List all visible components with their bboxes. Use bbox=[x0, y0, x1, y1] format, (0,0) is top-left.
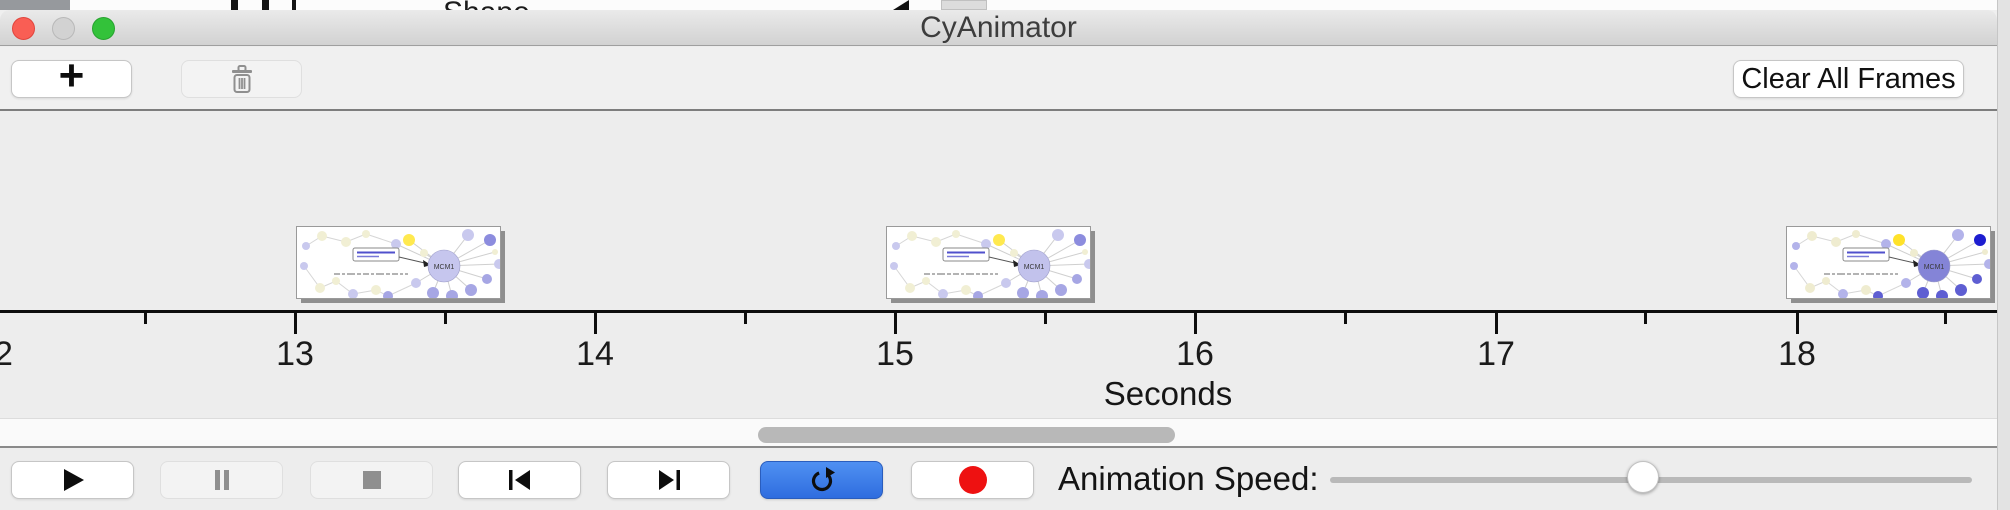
loop-button[interactable] bbox=[760, 461, 883, 499]
delete-frame-button[interactable] bbox=[181, 60, 302, 98]
svg-text:MCM1: MCM1 bbox=[1924, 264, 1945, 271]
record-button[interactable] bbox=[911, 461, 1034, 499]
playback-bar: Animation Speed: bbox=[0, 448, 1997, 510]
svg-text:MCM1: MCM1 bbox=[434, 264, 455, 271]
play-button[interactable] bbox=[11, 461, 134, 499]
clear-all-frames-button[interactable]: Clear All Frames bbox=[1733, 60, 1964, 98]
playback-divider bbox=[0, 446, 1997, 448]
tick-label: 18 bbox=[1778, 335, 1816, 373]
major-tick bbox=[294, 313, 297, 334]
loop-icon bbox=[811, 467, 835, 492]
skip-start-button[interactable] bbox=[458, 461, 581, 499]
tick-label: 14 bbox=[576, 335, 614, 373]
zoom-button[interactable] bbox=[92, 17, 115, 40]
minor-tick bbox=[1344, 313, 1347, 324]
keyframe-thumbnail[interactable]: MCM1 bbox=[1786, 226, 1996, 304]
background-app-strip: Shape bbox=[0, 0, 2010, 10]
major-tick bbox=[1796, 313, 1799, 334]
network-thumbnail-art: MCM1 bbox=[296, 226, 505, 303]
add-frame-button[interactable]: + bbox=[11, 51, 132, 100]
major-tick bbox=[1495, 313, 1498, 334]
minor-tick bbox=[1944, 313, 1947, 324]
cyanimator-window: CyAnimator + Clear All Frames 2 Seconds … bbox=[0, 10, 1997, 510]
minor-tick bbox=[744, 313, 747, 324]
keyframe-thumbnail[interactable]: MCM1 bbox=[296, 226, 506, 304]
keyframe-thumbnail[interactable]: MCM1 bbox=[886, 226, 1096, 304]
skip-start-icon bbox=[508, 470, 530, 490]
record-icon bbox=[958, 466, 987, 494]
background-glyph bbox=[292, 0, 296, 10]
major-tick bbox=[1194, 313, 1197, 334]
timeline-axis bbox=[0, 310, 1997, 313]
toolbar-divider bbox=[0, 109, 1997, 111]
minimize-button[interactable] bbox=[52, 17, 75, 40]
background-glyph bbox=[262, 0, 269, 10]
background-glyph bbox=[231, 0, 238, 10]
animation-speed-label: Animation Speed: bbox=[1058, 460, 1319, 497]
major-tick bbox=[894, 313, 897, 334]
plus-icon: + bbox=[58, 51, 85, 100]
pause-button[interactable] bbox=[160, 461, 283, 499]
svg-text:MCM1: MCM1 bbox=[1024, 264, 1045, 271]
stop-icon bbox=[362, 471, 381, 489]
background-button-fragment bbox=[941, 0, 987, 10]
partial-tick-label: 2 bbox=[0, 335, 13, 373]
animation-speed-slider-thumb[interactable] bbox=[1627, 461, 1659, 493]
skip-end-icon bbox=[658, 470, 680, 490]
tick-label: 13 bbox=[276, 335, 314, 373]
timeline-canvas[interactable]: 2 Seconds 13 14 15 16 17 18 MCM1 MCM1 MCM1 bbox=[0, 111, 1997, 446]
timeline-scrollbar-thumb[interactable] bbox=[758, 427, 1175, 443]
trash-icon bbox=[231, 65, 252, 93]
title-bar[interactable]: CyAnimator bbox=[0, 10, 1997, 46]
tick-label: 17 bbox=[1477, 335, 1515, 373]
window-title: CyAnimator bbox=[920, 11, 1077, 44]
background-shape-label: Shape bbox=[443, 0, 530, 10]
background-window-fragment bbox=[0, 0, 70, 10]
minor-tick bbox=[1044, 313, 1047, 324]
background-cursor-fragment bbox=[893, 0, 909, 10]
skip-end-button[interactable] bbox=[607, 461, 730, 499]
network-thumbnail-art: MCM1 bbox=[1786, 226, 1995, 303]
major-tick bbox=[594, 313, 597, 334]
stop-button[interactable] bbox=[310, 461, 433, 499]
axis-unit-label: Seconds bbox=[1103, 375, 1233, 412]
close-button[interactable] bbox=[12, 17, 35, 40]
play-icon bbox=[63, 469, 84, 491]
tick-label: 15 bbox=[876, 335, 914, 373]
minor-tick bbox=[444, 313, 447, 324]
network-thumbnail-art: MCM1 bbox=[886, 226, 1095, 303]
pause-icon bbox=[214, 470, 229, 490]
minor-tick bbox=[144, 313, 147, 324]
background-right-strip bbox=[1997, 0, 2010, 510]
minor-tick bbox=[1644, 313, 1647, 324]
frame-toolbar: + Clear All Frames bbox=[0, 47, 1997, 109]
tick-label: 16 bbox=[1176, 335, 1214, 373]
